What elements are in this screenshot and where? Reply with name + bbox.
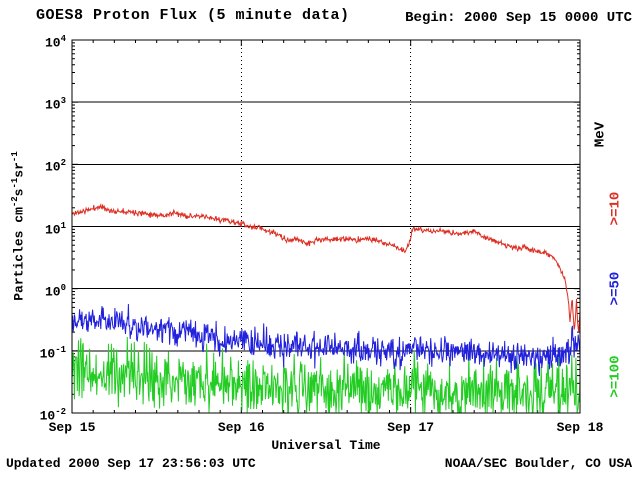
x-tick-label: Sep 17 [387, 420, 435, 435]
series-line-ge10 [71, 203, 581, 332]
y-tick-label: 102 [44, 158, 66, 175]
series-label-ge100: >=100 [607, 355, 624, 398]
y-tick-label: 103 [44, 96, 66, 113]
y-axis-label: Particles cm-2s-1sr-1 [10, 151, 27, 301]
y-tick-label: 10-1 [39, 344, 66, 362]
y-tick-label: 100 [44, 282, 66, 299]
plot-frame [71, 39, 581, 414]
x-axis-label: Universal Time [271, 438, 381, 453]
x-tick-label: Sep 16 [217, 420, 265, 435]
y-tick-label: 10-2 [39, 407, 66, 424]
updated-timestamp: Updated 2000 Sep 17 23:56:03 UTC [6, 456, 256, 471]
x-tick-label: Sep 15 [48, 420, 96, 435]
chart-title: GOES8 Proton Flux (5 minute data) [36, 7, 350, 24]
credit-text: NOAA/SEC Boulder, CO USA [444, 456, 632, 471]
series-line-ge100 [71, 336, 581, 415]
y-tick-label: 101 [44, 220, 66, 237]
x-tick-label: Sep 18 [556, 420, 604, 435]
begin-timestamp: Begin: 2000 Sep 15 0000 UTC [405, 10, 632, 26]
right-axis-unit-label: MeV [592, 121, 609, 148]
y-tick-label: 104 [44, 34, 66, 51]
series-line-ge50 [71, 303, 581, 377]
